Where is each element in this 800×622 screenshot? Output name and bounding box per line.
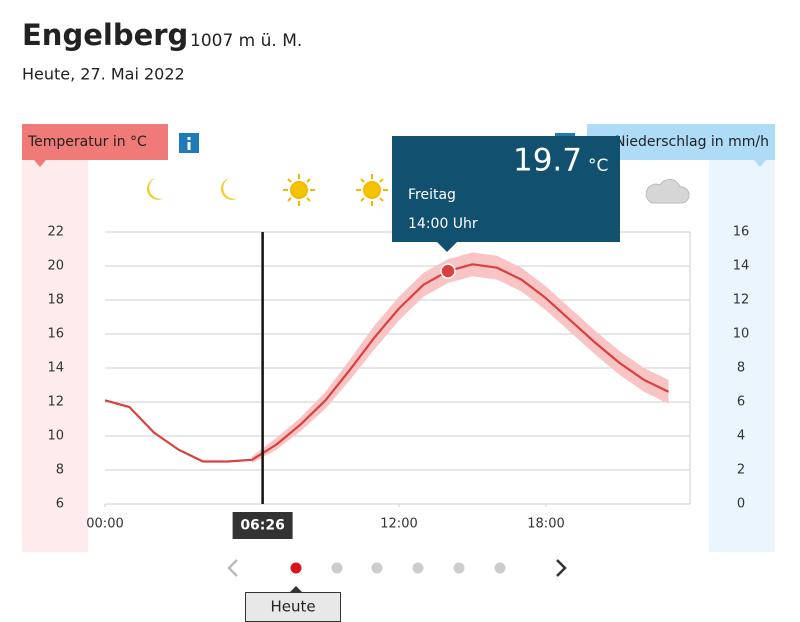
date: Heute, 27. Mai 2022 (22, 65, 185, 84)
y2-tick-label: 10 (733, 327, 750, 342)
y-tick-label: 22 (47, 225, 64, 240)
x-tick-label: 18:00 (527, 517, 564, 532)
pager: Heute (227, 559, 567, 622)
y2-tick-label: 0 (737, 497, 745, 512)
y-label-pointer (34, 160, 46, 167)
altitude: 1007 m ü. M. (190, 31, 302, 51)
weather-icons (146, 174, 690, 206)
y-axis-label: Temperatur in °C (27, 134, 147, 150)
plot: 6 8 10 12 14 16 18 20 22 0 2 4 6 8 10 12 14 16 00:00 12:00 1… (47, 225, 750, 539)
y2-axis-label: Niederschlag in mm/h (615, 134, 769, 150)
tooltip-value: 19.7 (513, 143, 582, 179)
y-label-box (22, 124, 168, 160)
moon-icon (146, 178, 164, 200)
y-tick-label: 16 (47, 327, 64, 342)
x-tick-label: 00:00 (86, 517, 123, 532)
y2-tick-label: 12 (733, 293, 750, 308)
y-axis-column (22, 160, 88, 552)
pager-label-box (245, 592, 341, 622)
place-name: Engelberg (22, 18, 188, 52)
y2-axis-column (709, 160, 775, 552)
y-tick-label: 6 (56, 497, 64, 512)
temperature-band (252, 252, 669, 464)
x-tick-label: 12:00 (380, 517, 417, 532)
y2-tick-label: 16 (733, 225, 750, 240)
y-tick-label: 14 (47, 361, 64, 376)
prev-arrow[interactable] (227, 559, 238, 577)
page-dot[interactable] (494, 562, 506, 574)
y2-tick-label: 2 (737, 463, 745, 478)
current-time-label: 06:26 (240, 518, 285, 534)
page-dot[interactable] (412, 562, 424, 574)
y-tick-label: 10 (47, 429, 64, 444)
sun-icon (356, 174, 388, 206)
y2-label-pointer (754, 160, 766, 167)
y-tick-label: 12 (47, 395, 64, 410)
tooltip-day: Freitag (408, 187, 456, 203)
pager-label: Heute (270, 598, 315, 616)
y-tick-label: 20 (47, 259, 64, 274)
info-button[interactable] (179, 133, 199, 153)
tooltip-box (392, 136, 620, 242)
pager-pointer (290, 586, 302, 592)
y2-tick-label: 8 (737, 361, 745, 376)
current-time-box (232, 512, 293, 539)
page-dot[interactable] (453, 562, 465, 574)
cloud-icon (645, 179, 690, 204)
moon-icon (220, 178, 238, 200)
y-tick-label: 8 (56, 463, 64, 478)
tooltip: 19.7 °C Freitag 14:00 Uhr (392, 136, 620, 252)
y-tick-label: 18 (47, 293, 64, 308)
y2-tick-label: 4 (737, 429, 745, 444)
temperature-line (104, 263, 669, 463)
tooltip-unit: °C (588, 156, 608, 176)
sun-icon (283, 174, 315, 206)
page-dot[interactable] (371, 562, 383, 574)
next-arrow[interactable] (556, 559, 567, 577)
tooltip-time: 14:00 Uhr (408, 216, 478, 232)
tooltip-point (440, 263, 456, 279)
page-dot[interactable] (331, 562, 343, 574)
y2-tick-label: 14 (733, 259, 750, 274)
tooltip-pointer (437, 242, 457, 252)
y2-tick-label: 6 (737, 395, 745, 410)
page-dot-active[interactable] (290, 562, 302, 574)
